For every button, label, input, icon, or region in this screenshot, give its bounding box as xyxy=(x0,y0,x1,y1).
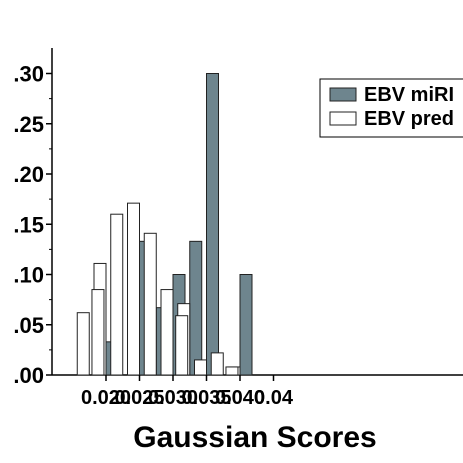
bar-ebv-pred xyxy=(175,315,189,376)
bar-ebv-pred xyxy=(225,366,239,376)
ticks: .00 .05 .10 .15 .20 .25 .30 0.0200.0250.0300.03… xyxy=(13,62,293,410)
legend-label: EBV pred xyxy=(364,108,454,130)
legend-swatch xyxy=(329,111,357,126)
y-tick-label: .10 xyxy=(13,263,44,288)
bar-ebv-pred xyxy=(91,289,105,376)
bar-ebv-miri xyxy=(206,73,219,376)
bars xyxy=(76,73,253,376)
y-tick-label: .00 xyxy=(13,363,44,388)
x-tick-label: 0.04 xyxy=(254,387,294,409)
bar-ebv-miri xyxy=(239,274,253,376)
y-tick-label: .25 xyxy=(13,112,44,137)
x-axis-title: Gaussian Scores xyxy=(133,421,376,454)
y-tick-label: .20 xyxy=(13,162,44,187)
bar-ebv-pred xyxy=(76,312,90,376)
x-tick-label: 0.025 xyxy=(114,387,164,409)
bar-ebv-pred xyxy=(210,352,224,376)
bar-ebv-pred xyxy=(194,359,207,376)
legend-label: EBV miRI xyxy=(364,84,454,106)
x-tick-label: 0.030 xyxy=(148,387,198,409)
x-tick-label: 0.020 xyxy=(81,387,131,409)
legend-swatch xyxy=(329,87,357,102)
bar-ebv-pred xyxy=(160,289,174,376)
x-tick-label: 0.035 xyxy=(181,387,231,409)
bar-ebv-miri xyxy=(189,240,203,376)
y-tick-label: .05 xyxy=(13,313,44,338)
x-tick-label: 0.040 xyxy=(215,387,265,409)
y-tick-label: .15 xyxy=(13,212,44,237)
bar-ebv-pred xyxy=(143,232,157,376)
y-tick-label: .30 xyxy=(13,62,44,87)
bar-ebv-pred xyxy=(110,213,124,376)
bar-ebv-pred xyxy=(127,202,140,376)
